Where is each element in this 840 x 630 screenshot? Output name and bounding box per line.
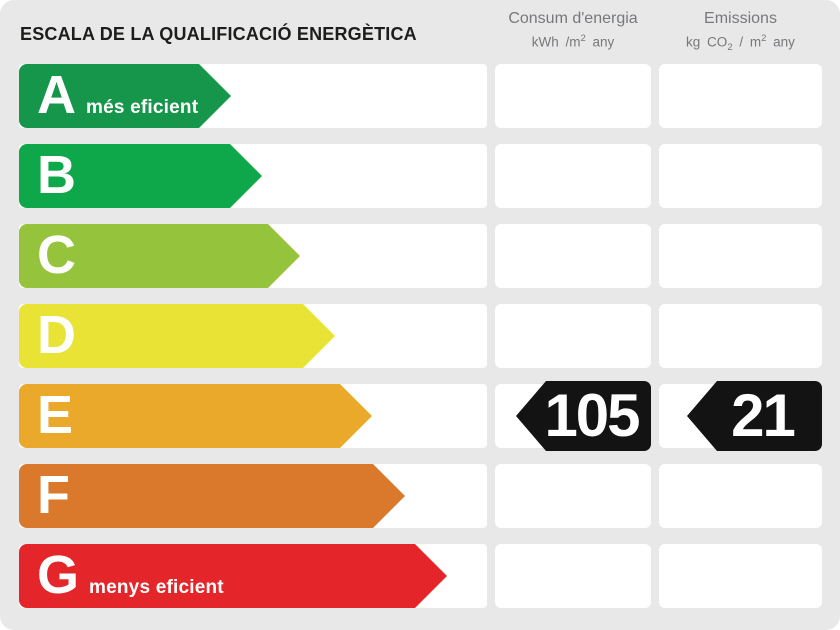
rating-arrow-a: A més eficient <box>19 64 231 128</box>
emissions-cell <box>659 304 822 368</box>
unit-superscript: 2 <box>761 33 767 44</box>
emissions-cell <box>659 144 822 208</box>
scale-row-a: A més eficient <box>0 64 840 128</box>
emissions-cell <box>659 224 822 288</box>
energy-column-unit: kWh /m2 any <box>495 29 651 52</box>
unit-text: any <box>585 34 615 50</box>
energy-cell <box>495 304 651 368</box>
arrow-track: C <box>19 224 487 288</box>
grade-letter: A <box>37 65 76 125</box>
emissions-value-arrow: 21 <box>687 381 822 451</box>
arrow-track: E <box>19 384 487 448</box>
arrow-track: B <box>19 144 487 208</box>
scale-row-b: B <box>0 144 840 208</box>
grade-letter: D <box>37 305 76 365</box>
energy-value-arrow: 105 <box>516 381 651 451</box>
energy-cell <box>495 144 651 208</box>
rating-arrow-b: B <box>19 144 262 208</box>
column-header-energy: Consum d'energia kWh /m2 any <box>495 8 651 52</box>
rating-arrow-f: F <box>19 464 405 528</box>
rating-arrow-e: E <box>19 384 372 448</box>
emissions-value: 21 <box>731 382 796 449</box>
energy-cell <box>495 224 651 288</box>
rating-arrow-g: G menys eficient <box>19 544 447 608</box>
arrow-track: A més eficient <box>19 64 487 128</box>
grade-letter: B <box>37 145 76 205</box>
page-title: ESCALA DE LA QUALIFICACIÓ ENERGÈTICA <box>20 24 417 44</box>
grade-letter: E <box>37 385 74 445</box>
unit-superscript: 2 <box>580 33 586 44</box>
column-header-emissions: Emissions kg CO2 / m2 any <box>659 8 822 57</box>
arrow-track: F <box>19 464 487 528</box>
emissions-cell <box>659 544 822 608</box>
emissions-cell <box>659 464 822 528</box>
emissions-cell <box>659 64 822 128</box>
energy-cell <box>495 544 651 608</box>
grade-letter: C <box>37 225 76 285</box>
energy-column-title: Consum d'energia <box>508 10 638 27</box>
emissions-column-unit: kg CO2 / m2 any <box>659 29 822 57</box>
grade-letter: F <box>37 465 70 525</box>
unit-text: kWh /m <box>531 34 581 50</box>
unit-text: any <box>766 34 795 50</box>
energy-cell <box>495 64 651 128</box>
unit-subscript: 2 <box>727 42 733 54</box>
unit-text: kg CO <box>686 34 728 50</box>
emissions-cell: 21 <box>659 381 822 451</box>
emissions-column-title: Emissions <box>704 10 777 27</box>
efficiency-note: més eficient <box>86 97 199 118</box>
scale-row-f: F <box>0 464 840 528</box>
energy-value: 105 <box>544 382 640 449</box>
scale-row-d: D <box>0 304 840 368</box>
arrow-track: D <box>19 304 487 368</box>
arrow-track: G menys eficient <box>19 544 487 608</box>
efficiency-note: menys eficient <box>89 577 224 598</box>
energy-cell <box>495 464 651 528</box>
grade-letter: G <box>37 545 80 605</box>
rating-arrow-d: D <box>19 304 335 368</box>
unit-text: / m <box>732 34 762 50</box>
rating-arrow-c: C <box>19 224 300 288</box>
scale-row-c: C <box>0 224 840 288</box>
scale-row-e: E 105 21 <box>0 381 840 451</box>
energy-cell: 105 <box>495 381 651 451</box>
scale-row-g: G menys eficient <box>0 544 840 608</box>
